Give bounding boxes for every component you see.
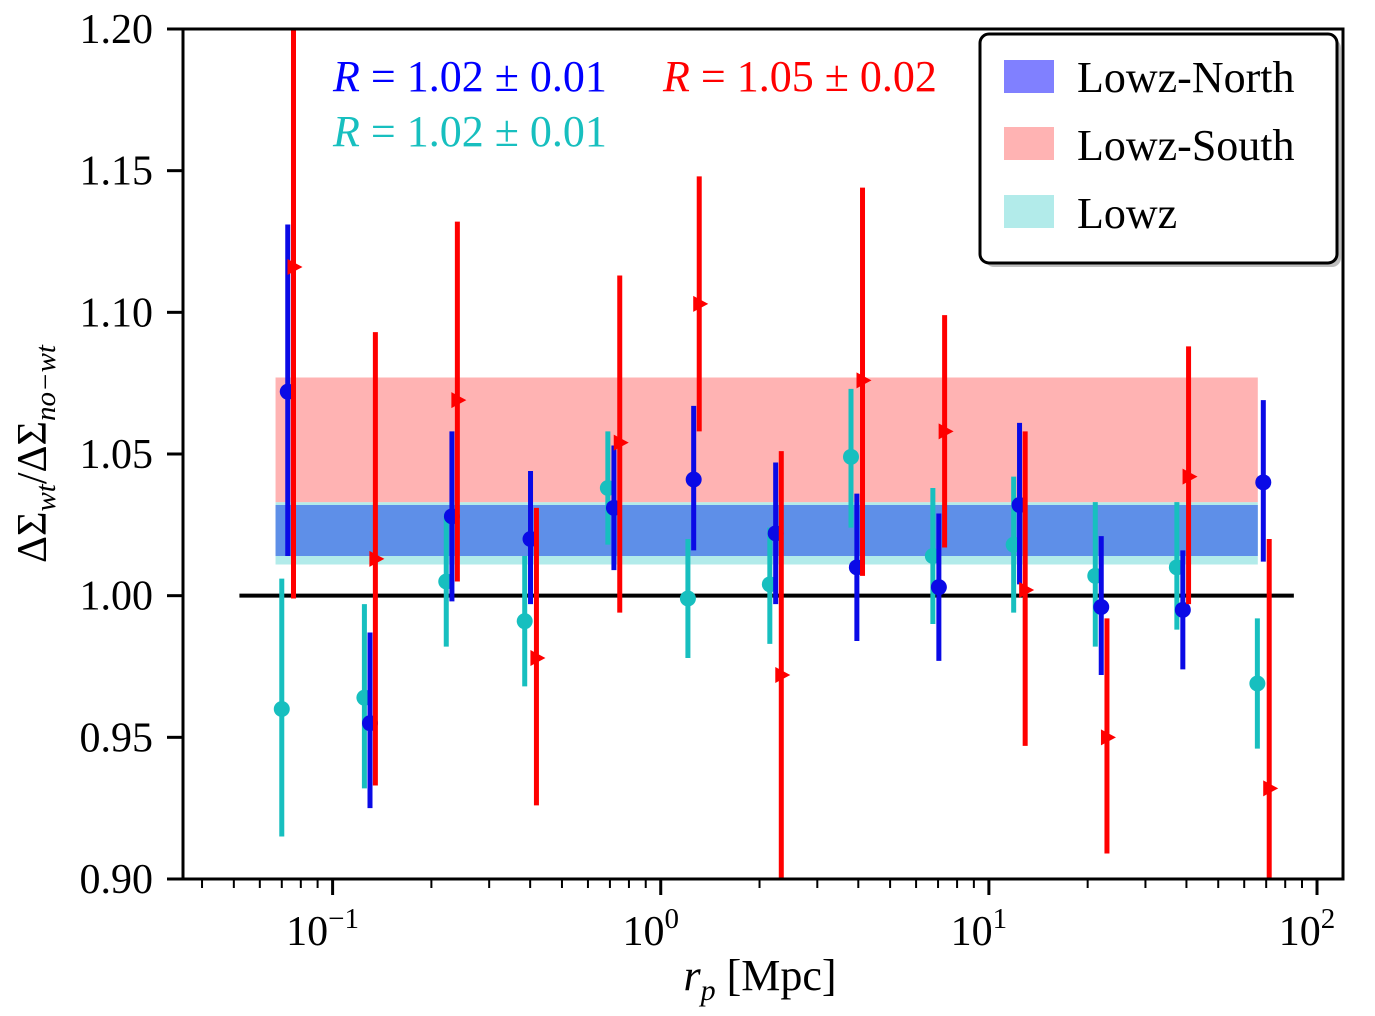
- point-lowz-south: [287, 259, 303, 275]
- point-lowz-south: [775, 667, 791, 683]
- point-lowz-south: [530, 650, 546, 666]
- x-tick-label: 102: [1279, 903, 1336, 955]
- annotation-south-var: R: [662, 52, 690, 101]
- y-tick-label: 0.95: [80, 715, 154, 761]
- point-lowz-north: [1174, 601, 1191, 618]
- point-lowz-north: [1255, 474, 1272, 491]
- point-lowz-south: [369, 550, 385, 567]
- y-axis-label-sub1: wt: [30, 483, 62, 511]
- y-axis-label-sym2: ΔΣ: [10, 421, 56, 472]
- annotation-all: R = 1.02 ± 0.01: [332, 107, 607, 156]
- legend-swatch-north: [1004, 60, 1054, 93]
- series-lowz-south: [287, 29, 1279, 879]
- y-tick-label: 1.00: [80, 574, 154, 620]
- x-tick-label: 100: [622, 903, 679, 955]
- band-lowz-north: [275, 505, 1258, 556]
- y-axis-ticks: 0.90 0.95 1.00 1.05 1.10 1.15 1.20: [80, 7, 183, 903]
- point-lowz: [1249, 675, 1266, 692]
- point-lowz-south: [938, 423, 954, 440]
- x-tick-label: 101: [951, 903, 1008, 955]
- x-axis-label-var: r: [683, 951, 701, 1000]
- annotation-north-var: R: [332, 52, 360, 101]
- point-lowz: [679, 590, 696, 607]
- x-axis-label-unit: [Mpc]: [716, 951, 837, 1000]
- annotation-south: R = 1.05 ± 0.02: [662, 52, 937, 101]
- legend: Lowz-North Lowz-South Lowz: [978, 32, 1341, 267]
- confidence-bands: [275, 377, 1258, 565]
- x-axis-label-sub: p: [699, 974, 716, 1007]
- data-series: [273, 29, 1279, 879]
- point-lowz-north: [685, 471, 702, 488]
- annotation-south-text: = 1.05 ± 0.02: [690, 52, 937, 101]
- point-lowz: [273, 701, 290, 717]
- legend-label-north: Lowz-North: [1077, 53, 1295, 102]
- y-axis-label-sym1: ΔΣ: [10, 512, 56, 563]
- x-axis-ticks: 10−1 100 101 102: [201, 879, 1336, 955]
- y-axis-label-sub2: no−wt: [30, 344, 62, 421]
- band-lowz-south: [275, 377, 1258, 503]
- point-lowz-south: [451, 392, 467, 409]
- point-lowz-south: [856, 372, 872, 389]
- annotation-all-text: = 1.02 ± 0.01: [360, 107, 607, 156]
- y-tick-label: 1.10: [80, 290, 154, 336]
- y-axis-label: ΔΣwt/ΔΣno−wt: [10, 344, 62, 563]
- point-lowz-south: [1100, 729, 1116, 746]
- point-lowz-south: [613, 434, 629, 451]
- legend-label-lowz: Lowz: [1077, 189, 1177, 238]
- x-axis-label: rp [Mpc]: [683, 951, 836, 1007]
- point-lowz-south: [693, 295, 709, 312]
- point-lowz-south: [1182, 468, 1198, 485]
- point-lowz: [842, 448, 859, 465]
- legend-swatch-lowz: [1004, 195, 1054, 228]
- point-lowz-north: [1093, 599, 1110, 615]
- x-tick-label: 10−1: [286, 903, 359, 955]
- point-lowz-south: [1019, 582, 1035, 598]
- point-lowz-north: [930, 579, 947, 596]
- legend-swatch-south: [1004, 127, 1054, 160]
- legend-box: [978, 32, 1339, 265]
- annotation-north-text: = 1.02 ± 0.01: [360, 52, 607, 101]
- y-tick-label: 1.05: [80, 432, 154, 478]
- legend-label-south: Lowz-South: [1077, 121, 1295, 170]
- point-lowz-south: [1263, 780, 1279, 797]
- y-tick-label: 1.20: [80, 7, 154, 53]
- point-lowz: [516, 613, 533, 630]
- annotation-north: R = 1.02 ± 0.01: [332, 52, 607, 101]
- y-axis-label-sep: /: [10, 472, 56, 484]
- y-tick-label: 0.90: [80, 857, 154, 903]
- annotation-all-var: R: [332, 107, 360, 156]
- y-tick-label: 1.15: [80, 149, 154, 195]
